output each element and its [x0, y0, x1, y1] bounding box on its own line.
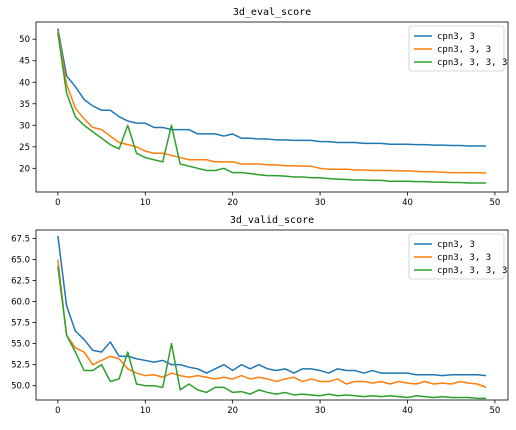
x-tick-label: 30 — [315, 198, 326, 208]
chart-1: 3d_eval_score 0 10 20 30 40 50 20 25 30 35 40 45 50 cp… — [19, 7, 509, 208]
x-tick-label: 20 — [227, 198, 238, 208]
legend: cpn3, 3 cpn3, 3, 3 cpn3, 3, 3, 3 — [408, 25, 507, 72]
legend-label: cpn3, 3, 3 — [437, 253, 491, 263]
x-tick-label: 0 — [55, 406, 60, 416]
y-tick-label: 67.5 — [11, 234, 30, 244]
y-tick-label: 50.0 — [11, 382, 30, 392]
legend-label: cpn3, 3, 3, 3 — [437, 266, 507, 276]
series-line-2 — [57, 259, 487, 389]
y-tick-label: 30 — [19, 121, 30, 131]
x-tick-label: 50 — [489, 406, 500, 416]
y-tick-label: 62.5 — [11, 276, 30, 286]
y-tick-label: 50 — [19, 35, 30, 45]
x-tick-label: 0 — [55, 198, 60, 208]
y-tick-label: 55.0 — [11, 340, 30, 350]
y-tick-label: 40 — [19, 78, 30, 88]
legend-label: cpn3, 3, 3, 3 — [437, 58, 507, 68]
series-line-1 — [57, 28, 487, 147]
y-tick-label: 57.5 — [11, 319, 30, 329]
plot-frame — [35, 229, 509, 401]
legend-box — [408, 25, 505, 72]
legend-box — [408, 233, 505, 280]
x-tick-label: 50 — [489, 198, 500, 208]
y-tick-label: 35 — [19, 100, 30, 110]
legend-label: cpn3, 3 — [437, 240, 475, 250]
series-line-3 — [57, 32, 487, 184]
y-tick-label: 20 — [19, 164, 30, 174]
x-tick-label: 10 — [140, 198, 151, 208]
y-tick-label: 60.0 — [11, 298, 30, 308]
legend-label: cpn3, 3, 3 — [437, 45, 491, 55]
chart-2: 3d_valid_score 0 10 20 30 40 50 50.0 52.5 55.0 57.… — [11, 215, 509, 416]
chart-title: 3d_valid_score — [230, 215, 314, 226]
x-tick-label: 40 — [402, 198, 413, 208]
x-tick-label: 30 — [315, 406, 326, 416]
x-tick-label: 10 — [140, 406, 151, 416]
y-tick-label: 52.5 — [11, 361, 30, 371]
series-line-2 — [57, 30, 487, 174]
legend-label: cpn3, 3 — [437, 32, 475, 42]
series-line-3 — [57, 266, 487, 400]
legend: cpn3, 3 cpn3, 3, 3 cpn3, 3, 3, 3 — [408, 233, 507, 280]
x-tick-label: 20 — [227, 406, 238, 416]
x-tick-label: 40 — [402, 406, 413, 416]
y-tick-label: 65.0 — [11, 255, 30, 265]
y-tick-label: 25 — [19, 143, 30, 153]
chart-title: 3d_eval_score — [233, 7, 311, 18]
y-tick-label: 45 — [19, 57, 30, 67]
plot-frame — [35, 21, 509, 193]
